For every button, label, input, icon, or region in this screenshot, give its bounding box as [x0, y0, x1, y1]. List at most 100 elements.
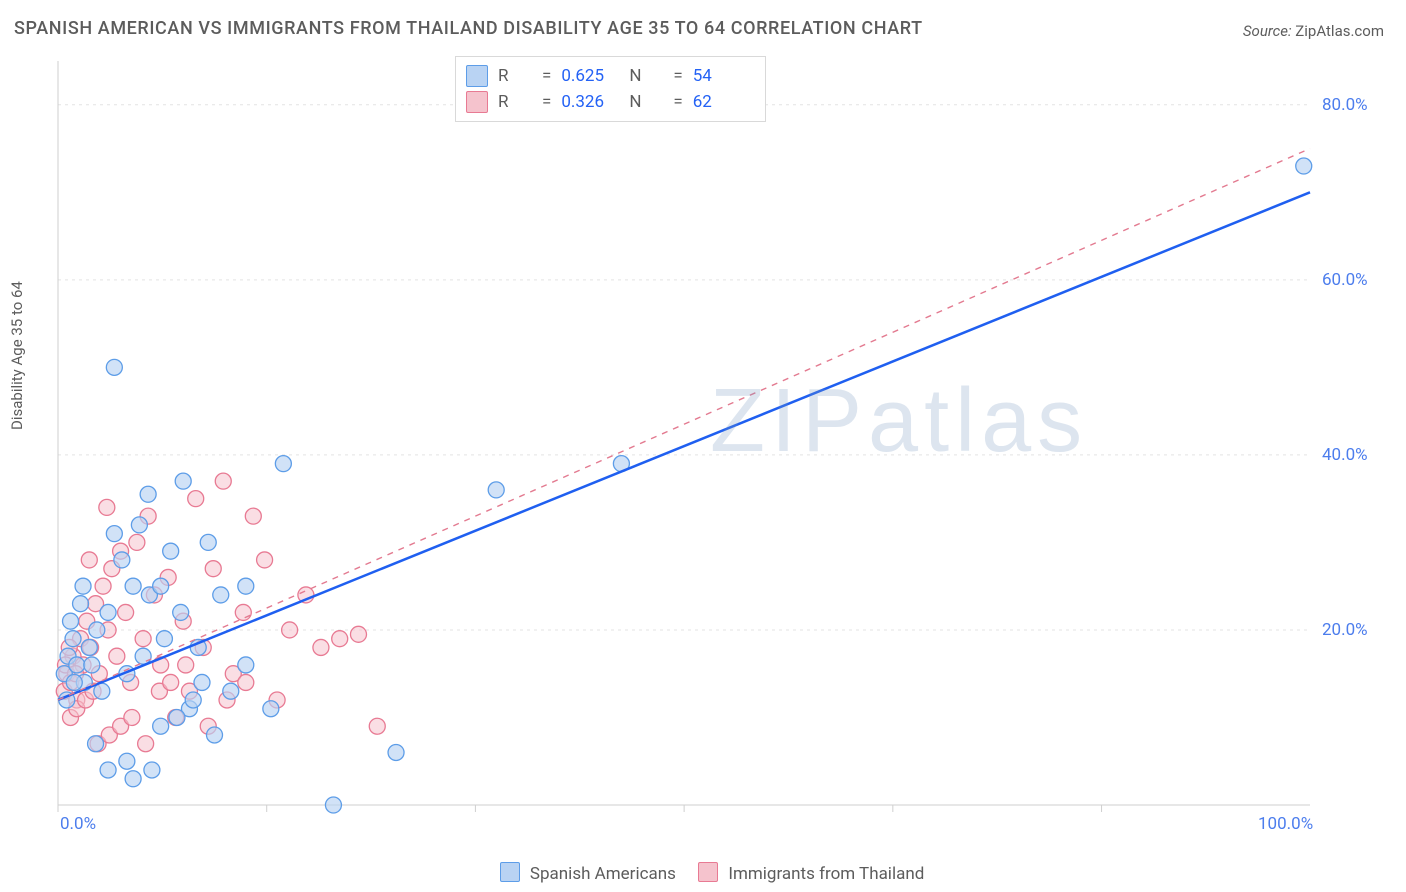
source-label: Source: — [1243, 22, 1292, 40]
data-point — [99, 499, 115, 515]
data-point — [135, 631, 151, 647]
data-point — [178, 657, 194, 673]
data-point — [65, 631, 81, 647]
data-point — [369, 718, 385, 734]
data-point — [173, 604, 189, 620]
x-tick-label: 0.0% — [60, 814, 96, 834]
data-point — [69, 657, 85, 673]
legend-swatch-a — [500, 862, 520, 882]
data-point — [223, 683, 239, 699]
data-point — [114, 552, 130, 568]
data-point — [144, 762, 160, 778]
data-point — [153, 718, 169, 734]
trend-line — [58, 192, 1310, 700]
data-point — [138, 736, 154, 752]
chart-title: SPANISH AMERICAN VS IMMIGRANTS FROM THAI… — [14, 18, 923, 39]
legend-N-label: N — [629, 66, 663, 86]
data-point — [238, 578, 254, 594]
legend-eq: = — [542, 92, 551, 112]
legend-swatch-b — [698, 862, 718, 882]
chart-container: SPANISH AMERICAN VS IMMIGRANTS FROM THAI… — [0, 0, 1406, 892]
legend-R-value-a: 0.625 — [561, 66, 619, 86]
data-point — [207, 727, 223, 743]
scatter-plot: 20.0% 40.0% 60.0% 80.0% 0.0% 100.0% — [50, 55, 1380, 835]
legend-label-a: Spanish Americans — [530, 864, 676, 884]
legend-N-value-b: 62 — [693, 92, 751, 112]
data-point — [109, 648, 125, 664]
trend-line — [58, 149, 1310, 700]
legend-R-label: R — [498, 92, 532, 112]
data-point — [238, 674, 254, 690]
data-point — [257, 552, 273, 568]
y-tick-label: 20.0% — [1322, 620, 1368, 640]
legend-swatch-series-b — [466, 91, 488, 113]
y-tick-label: 80.0% — [1322, 95, 1368, 115]
data-point — [325, 797, 341, 813]
data-point — [169, 709, 185, 725]
data-point — [263, 701, 279, 717]
series-legend: Spanish Americans Immigrants from Thaila… — [0, 862, 1406, 884]
data-point — [332, 631, 348, 647]
data-point — [135, 648, 151, 664]
data-point — [185, 692, 201, 708]
data-point — [313, 639, 329, 655]
data-point — [245, 508, 261, 524]
y-tick-label: 60.0% — [1322, 270, 1368, 290]
data-point — [106, 359, 122, 375]
data-point — [175, 473, 191, 489]
data-point — [153, 578, 169, 594]
data-point — [118, 604, 134, 620]
legend-R-value-b: 0.326 — [561, 92, 619, 112]
data-point — [163, 543, 179, 559]
data-point — [163, 674, 179, 690]
y-tick-label: 40.0% — [1322, 445, 1368, 465]
legend-R-label: R — [498, 66, 532, 86]
x-tick-label: 100.0% — [1258, 814, 1313, 834]
data-point — [194, 674, 210, 690]
legend-row-series-a: R = 0.625 N = 54 — [466, 63, 751, 89]
data-point — [100, 604, 116, 620]
source-value: ZipAtlas.com — [1295, 22, 1384, 40]
data-point — [1296, 158, 1312, 174]
data-point — [84, 657, 100, 673]
data-point — [75, 578, 91, 594]
data-point — [205, 561, 221, 577]
data-point — [235, 604, 251, 620]
correlation-legend: R = 0.625 N = 54 R = 0.326 N = 62 — [455, 56, 766, 122]
data-point — [100, 762, 116, 778]
data-point — [73, 596, 89, 612]
data-point — [125, 578, 141, 594]
data-point — [81, 639, 97, 655]
data-point — [131, 517, 147, 533]
data-point — [125, 771, 141, 787]
legend-N-label: N — [629, 92, 663, 112]
data-point — [200, 534, 216, 550]
data-point — [275, 456, 291, 472]
data-point — [95, 578, 111, 594]
data-point — [66, 674, 82, 690]
data-point — [89, 622, 105, 638]
data-point — [488, 482, 504, 498]
data-point — [215, 473, 231, 489]
data-point — [119, 753, 135, 769]
data-point — [106, 526, 122, 542]
data-point — [388, 744, 404, 760]
legend-swatch-series-a — [466, 65, 488, 87]
data-point — [350, 626, 366, 642]
data-point — [156, 631, 172, 647]
data-point — [188, 491, 204, 507]
data-point — [88, 736, 104, 752]
legend-N-value-a: 54 — [693, 66, 751, 86]
legend-eq: = — [542, 66, 551, 86]
y-axis-label: Disability Age 35 to 64 — [8, 281, 26, 430]
source-attribution: Source: ZipAtlas.com — [1243, 22, 1384, 40]
legend-label-b: Immigrants from Thailand — [728, 864, 924, 884]
data-point — [81, 552, 97, 568]
legend-row-series-b: R = 0.326 N = 62 — [466, 89, 751, 115]
data-point — [213, 587, 229, 603]
data-point — [140, 486, 156, 502]
data-point — [63, 613, 79, 629]
legend-eq: = — [673, 92, 682, 112]
data-point — [282, 622, 298, 638]
data-point — [129, 534, 145, 550]
